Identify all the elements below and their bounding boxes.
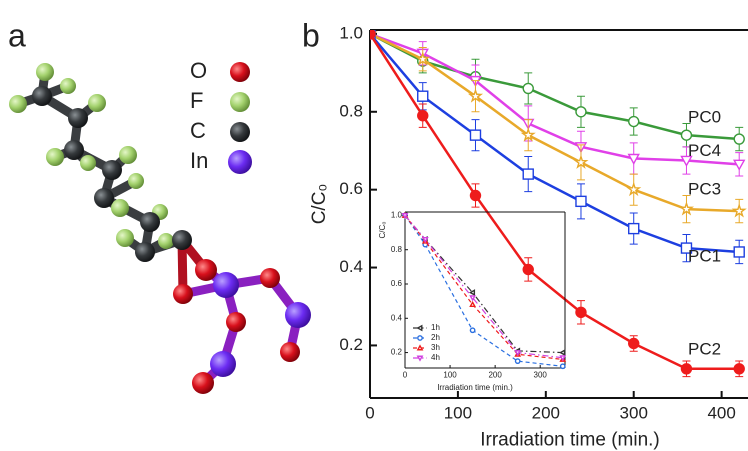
legend-label: In bbox=[190, 148, 208, 173]
x-tick-label: 200 bbox=[532, 404, 560, 423]
atom-legend: OFC In bbox=[190, 58, 252, 174]
x-tick-label: 300 bbox=[620, 404, 648, 423]
x-tick-label: 0 bbox=[365, 404, 374, 423]
y-tick-label: 0.2 bbox=[391, 348, 403, 357]
marker bbox=[629, 224, 639, 234]
series-line bbox=[405, 215, 563, 352]
plot-area bbox=[403, 213, 565, 368]
panel-label: b bbox=[302, 17, 320, 53]
legend-swatch bbox=[230, 92, 250, 112]
x-tick-label: 300 bbox=[534, 371, 548, 380]
legend-label: 3h bbox=[431, 343, 440, 352]
plot-area bbox=[365, 28, 745, 376]
y-axis-label: C/C₀ bbox=[309, 184, 330, 225]
x-tick-label: 200 bbox=[488, 371, 502, 380]
marker bbox=[681, 203, 692, 213]
legend-swatch bbox=[228, 150, 252, 174]
legend-swatch bbox=[230, 62, 250, 82]
legend-label: F bbox=[190, 88, 203, 113]
series-line bbox=[370, 34, 739, 369]
y-axis-label: C/C₀ bbox=[378, 221, 387, 238]
marker bbox=[515, 359, 519, 363]
legend-label: 1h bbox=[431, 323, 440, 332]
panel-label: a bbox=[8, 17, 26, 53]
marker bbox=[734, 247, 744, 257]
marker bbox=[629, 117, 639, 127]
marker bbox=[523, 83, 533, 93]
y-tick-label: 0.8 bbox=[391, 245, 403, 254]
marker bbox=[628, 184, 639, 194]
series-line bbox=[405, 215, 563, 359]
legend-swatch bbox=[230, 122, 250, 142]
marker bbox=[470, 302, 474, 306]
x-tick-label: 100 bbox=[443, 371, 457, 380]
x-tick-label: 0 bbox=[403, 371, 408, 380]
series-line bbox=[370, 34, 739, 252]
marker bbox=[681, 130, 691, 140]
series-label: PC0 bbox=[688, 108, 721, 127]
marker bbox=[576, 196, 586, 206]
main-chart: 0.2 0.4 0.6 0.8 1.0 0 100 200 300 400 Irradiation … bbox=[302, 17, 748, 450]
y-tick-label: 1.0 bbox=[339, 23, 363, 42]
legend-label: C bbox=[190, 118, 206, 143]
marker bbox=[418, 326, 422, 330]
y-tick-label: 0.4 bbox=[391, 313, 403, 322]
marker bbox=[576, 307, 586, 317]
marker bbox=[418, 111, 428, 121]
marker bbox=[734, 134, 744, 144]
legend-label: O bbox=[190, 58, 207, 83]
marker bbox=[470, 130, 480, 140]
marker bbox=[561, 350, 565, 354]
molecule-model bbox=[9, 63, 311, 394]
inset-chart: 0.2 0.4 0.6 0.8 1.0 0 100 200 300 Irradiation tim… bbox=[378, 211, 565, 393]
series-label: PC4 bbox=[688, 141, 721, 160]
marker bbox=[365, 29, 375, 39]
marker bbox=[523, 169, 533, 179]
atoms bbox=[9, 63, 311, 394]
marker bbox=[418, 346, 422, 350]
series-line bbox=[405, 215, 563, 357]
x-axis-label: Irradiation time (min.) bbox=[480, 430, 660, 451]
series-label: PC1 bbox=[688, 246, 721, 265]
marker bbox=[561, 364, 565, 368]
figure: a OFCIn 0.20. bbox=[0, 0, 748, 451]
legend-label: 4h bbox=[431, 353, 440, 362]
marker bbox=[681, 364, 691, 374]
legend-label: 2h bbox=[431, 333, 440, 342]
marker bbox=[576, 107, 586, 117]
marker bbox=[418, 356, 422, 360]
y-tick-label: 0.6 bbox=[339, 179, 363, 198]
marker bbox=[418, 336, 422, 340]
series-line bbox=[405, 215, 563, 366]
marker bbox=[734, 205, 745, 215]
marker bbox=[470, 191, 480, 201]
y-tick-label: 0.4 bbox=[339, 257, 363, 276]
y-tick-label: 1.0 bbox=[391, 211, 403, 220]
marker bbox=[470, 328, 474, 332]
x-tick-label: 400 bbox=[707, 404, 735, 423]
marker bbox=[418, 91, 428, 101]
series-label: PC3 bbox=[688, 180, 721, 199]
marker bbox=[523, 264, 533, 274]
x-tick-label: 100 bbox=[444, 404, 472, 423]
series-label: PC2 bbox=[688, 339, 721, 358]
x-axis-label: Irradiation time (min.) bbox=[437, 383, 513, 392]
y-tick-label: 0.2 bbox=[339, 335, 363, 354]
y-tick-label: 0.6 bbox=[391, 279, 403, 288]
marker bbox=[629, 338, 639, 348]
y-tick-label: 0.8 bbox=[339, 101, 363, 120]
marker bbox=[734, 364, 744, 374]
